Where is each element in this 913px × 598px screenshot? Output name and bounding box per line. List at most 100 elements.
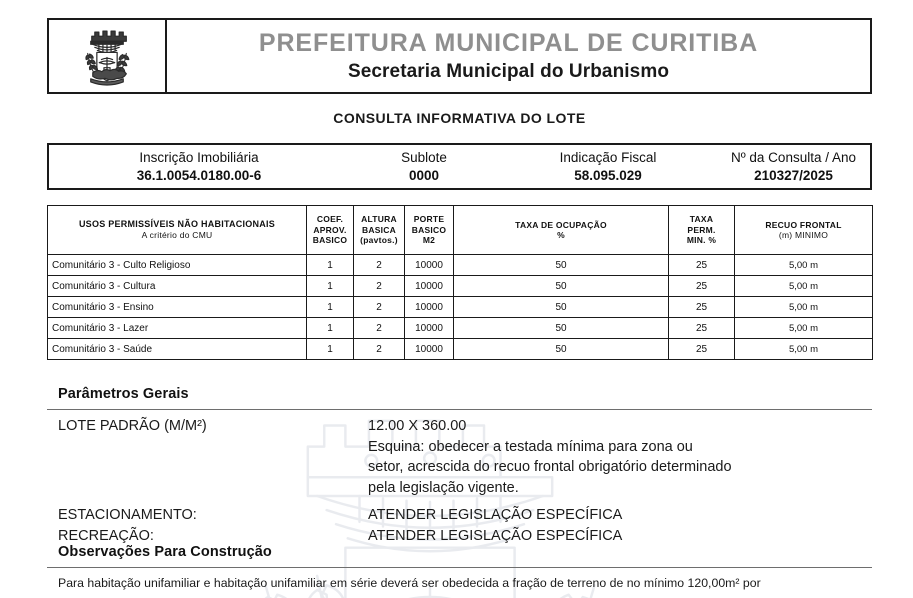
param-label-recreacao: RECREAÇÃO: [58,527,154,544]
cell-uso: Comunitário 3 - Ensino [47,296,307,318]
taxa-l2: % [557,230,565,240]
recuo-l1: RECUO FRONTAL [765,219,842,230]
cell-porte: 10000 [404,254,454,276]
param-row-recreacao: RECREAÇÃO: ATENDER LEGISLAÇÃO ESPECÍFICA [58,526,872,547]
ident-value: 58.095.029 [574,167,642,183]
ident-label: Inscrição Imobiliária [139,149,259,165]
section-divider-observacoes [47,567,872,568]
cell-coef: 1 [306,275,354,297]
col-header-taxa-ocupacao: TAXA DE OCUPAÇÃO % [453,205,669,255]
cell-perm: 25 [668,296,735,318]
cell-taxa: 50 [453,254,669,276]
cell-altura: 2 [353,338,405,360]
cell-perm: 25 [668,254,735,276]
ident-value: 36.1.0054.0180.00-6 [136,167,262,183]
altura-l3: (pavtos.) [360,235,398,246]
recuo-l2: (m) MINIMO [778,230,829,240]
lote-dimensions: 12.00 X 360.00 [368,418,467,434]
parametros-gerais-list: LOTE PADRÃO (M/M²) 12.00 X 360.00 Esquin… [58,416,872,546]
ident-label: Sublote [401,149,447,165]
table-row: Comunitário 3 - Ensino 1 2 10000 50 25 5… [47,296,873,318]
cell-perm: 25 [668,317,735,339]
lote-note-line3: pela legislação vigente. [368,479,519,496]
cell-uso: Comunitário 3 - Cultura [47,275,307,297]
cell-coef: 1 [306,296,354,318]
param-value-estacionamento: ATENDER LEGISLAÇÃO ESPECÍFICA [368,507,623,524]
table-row: Comunitário 3 - Cultura 1 2 10000 50 25 … [47,275,873,297]
cell-perm: 25 [668,275,735,297]
col-header-usos-line1: USOS PERMISSÍVEIS NÃO HABITACIONAIS [78,219,276,230]
lote-note-line2: setor, acrescida do recuo frontal obriga… [368,459,732,476]
coef-l1: COEF. [316,214,344,225]
param-value-recreacao: ATENDER LEGISLAÇÃO ESPECÍFICA [368,527,623,544]
perm-l1: TAXA [689,214,714,225]
section-title-parametros-gerais: Parâmetros Gerais [58,386,189,402]
table-row: Comunitário 3 - Saúde 1 2 10000 50 25 5,… [47,338,873,360]
ident-value: 0000 [408,167,440,183]
ident-field-numero-consulta-ano: Nº da Consulta / Ano 210327/2025 [717,149,870,185]
cell-porte: 10000 [404,317,454,339]
altura-l1: ALTURA [361,214,397,225]
param-value-lote-padrao: 12.00 X 360.00 Esquina: obedecer a testa… [368,416,872,498]
cell-altura: 2 [353,317,405,339]
param-label-estacionamento: ESTACIONAMENTO: [58,507,197,524]
col-header-porte-basico: PORTE BASICO M2 [404,205,454,255]
table-header-row: USOS PERMISSÍVEIS NÃO HABITACIONAIS A cr… [47,205,873,255]
param-row-estacionamento: ESTACIONAMENTO: ATENDER LEGISLAÇÃO ESPEC… [58,505,872,526]
ident-field-indicacao-fiscal: Indicação Fiscal 58.095.029 [499,149,717,185]
cell-taxa: 50 [453,275,669,297]
lote-note-line1: Esquina: obedecer a testada mínima para … [368,438,693,455]
document-header-box: PREFEITURA MUNICIPAL DE CURITIBA Secreta… [47,18,872,94]
cell-uso: Comunitário 3 - Culto Religioso [47,254,307,276]
cell-recuo: 5,00 m [734,338,873,360]
col-header-taxa-permeabilidade: TAXA PERM. MIN. % [668,205,735,255]
cell-recuo: 5,00 m [734,254,873,276]
page-subtitle-department: Secretaria Municipal do Urbanismo [347,61,670,83]
cell-recuo: 5,00 m [734,317,873,339]
identification-box: Inscrição Imobiliária 36.1.0054.0180.00-… [47,143,872,190]
param-label-lote-padrao: LOTE PADRÃO (M/M²) [58,418,207,434]
cell-altura: 2 [353,275,405,297]
cell-recuo: 5,00 m [734,296,873,318]
cell-taxa: 50 [453,338,669,360]
col-header-recuo-frontal: RECUO FRONTAL (m) MINIMO [734,205,873,255]
document-type-subtitle: CONSULTA INFORMATIVA DO LOTE [333,110,586,126]
col-header-usos: USOS PERMISSÍVEIS NÃO HABITACIONAIS A cr… [47,205,307,255]
cell-coef: 1 [306,317,354,339]
page-title: PREFEITURA MUNICIPAL DE CURITIBA [258,28,759,57]
cell-coef: 1 [306,254,354,276]
porte-l1: PORTE [413,214,445,225]
coef-l2: APROV. [313,224,347,235]
cell-porte: 10000 [404,275,454,297]
section-divider-parametros [47,409,872,410]
section-title-observacoes: Observações Para Construção [58,544,272,560]
col-header-coef-aprov-basico: COEF. APROV. BASICO [306,205,354,255]
param-spacer [58,498,872,505]
ident-label: Nº da Consulta / Ano [730,149,856,165]
ident-label: Indicação Fiscal [559,149,657,165]
cell-coef: 1 [306,338,354,360]
cell-porte: 10000 [404,338,454,360]
ident-field-sublote: Sublote 0000 [349,149,499,185]
col-header-usos-line2: A critério do CMU [141,230,213,241]
city-crest-icon [49,20,167,92]
altura-l2: BASICA [361,224,397,235]
porte-l3: M2 [422,235,436,246]
param-row-lote-padrao: LOTE PADRÃO (M/M²) 12.00 X 360.00 Esquin… [58,416,872,498]
col-header-altura-basica: ALTURA BASICA (pavtos.) [353,205,405,255]
table-row: Comunitário 3 - Culto Religioso 1 2 1000… [47,254,873,276]
cell-perm: 25 [668,338,735,360]
usos-permissiveis-table: USOS PERMISSÍVEIS NÃO HABITACIONAIS A cr… [47,205,873,360]
cell-altura: 2 [353,254,405,276]
cell-altura: 2 [353,296,405,318]
cell-taxa: 50 [453,317,669,339]
perm-l3: MIN. % [686,235,717,246]
ident-field-inscricao-imobiliaria: Inscrição Imobiliária 36.1.0054.0180.00-… [49,149,349,185]
coef-l3: BASICO [312,235,348,246]
cell-uso: Comunitário 3 - Lazer [47,317,307,339]
table-row: Comunitário 3 - Lazer 1 2 10000 50 25 5,… [47,317,873,339]
table-body: Comunitário 3 - Culto Religioso 1 2 1000… [47,254,873,360]
observacoes-paragraph: Para habitação unifamiliar e habitação u… [58,576,761,590]
taxa-l1: TAXA DE OCUPAÇÃO [515,219,607,230]
